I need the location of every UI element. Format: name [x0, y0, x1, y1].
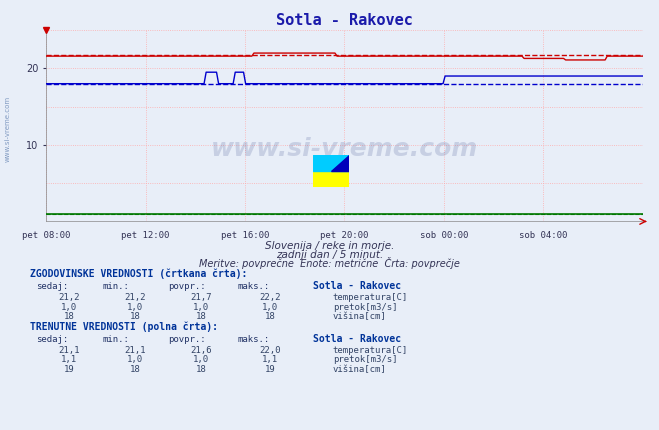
- Text: 21,7: 21,7: [190, 293, 212, 302]
- Text: 1,0: 1,0: [127, 303, 143, 312]
- Text: 18: 18: [130, 313, 140, 322]
- Text: 1,0: 1,0: [193, 356, 209, 365]
- Text: sedaj:: sedaj:: [36, 282, 69, 291]
- Text: 18: 18: [64, 313, 74, 322]
- Text: maks.:: maks.:: [237, 282, 270, 291]
- Text: temperatura[C]: temperatura[C]: [333, 293, 408, 302]
- Text: 18: 18: [196, 366, 206, 375]
- Text: min.:: min.:: [102, 282, 129, 291]
- Text: 1,0: 1,0: [262, 303, 278, 312]
- Text: Sotla - Rakovec: Sotla - Rakovec: [313, 281, 401, 291]
- Text: 18: 18: [265, 313, 275, 322]
- Text: 21,6: 21,6: [190, 346, 212, 355]
- Text: pet 16:00: pet 16:00: [221, 231, 269, 240]
- Text: 22,2: 22,2: [260, 293, 281, 302]
- Text: Meritve: povprečne  Enote: metrične  Črta: povprečje: Meritve: povprečne Enote: metrične Črta:…: [199, 258, 460, 270]
- Text: sob 00:00: sob 00:00: [420, 231, 468, 240]
- Text: 1,0: 1,0: [61, 303, 77, 312]
- Text: pet 12:00: pet 12:00: [121, 231, 170, 240]
- Text: pretok[m3/s]: pretok[m3/s]: [333, 303, 397, 312]
- Text: višina[cm]: višina[cm]: [333, 313, 387, 322]
- Text: Slovenija / reke in morje.: Slovenija / reke in morje.: [265, 241, 394, 252]
- Text: povpr.:: povpr.:: [168, 282, 206, 291]
- Text: pet 20:00: pet 20:00: [320, 231, 368, 240]
- Text: Sotla - Rakovec: Sotla - Rakovec: [313, 334, 401, 344]
- Text: 18: 18: [130, 366, 140, 375]
- Polygon shape: [313, 171, 349, 187]
- Text: 19: 19: [64, 366, 74, 375]
- Text: 1,1: 1,1: [262, 356, 278, 365]
- Text: sob 04:00: sob 04:00: [519, 231, 567, 240]
- Text: zadnji dan / 5 minut.: zadnji dan / 5 minut.: [276, 250, 383, 260]
- Text: 18: 18: [196, 313, 206, 322]
- Text: 1,1: 1,1: [61, 356, 77, 365]
- Text: 21,1: 21,1: [59, 346, 80, 355]
- Text: 21,2: 21,2: [125, 293, 146, 302]
- Text: povpr.:: povpr.:: [168, 335, 206, 344]
- Title: Sotla - Rakovec: Sotla - Rakovec: [276, 12, 413, 28]
- Text: maks.:: maks.:: [237, 335, 270, 344]
- Text: pet 08:00: pet 08:00: [22, 231, 71, 240]
- Text: 21,1: 21,1: [125, 346, 146, 355]
- Text: min.:: min.:: [102, 335, 129, 344]
- Text: temperatura[C]: temperatura[C]: [333, 346, 408, 355]
- Polygon shape: [313, 155, 349, 171]
- Polygon shape: [331, 155, 349, 171]
- Text: ZGODOVINSKE VREDNOSTI (črtkana črta):: ZGODOVINSKE VREDNOSTI (črtkana črta):: [30, 269, 247, 280]
- Text: 19: 19: [265, 366, 275, 375]
- Text: sedaj:: sedaj:: [36, 335, 69, 344]
- Text: 1,0: 1,0: [127, 356, 143, 365]
- Text: višina[cm]: višina[cm]: [333, 366, 387, 375]
- Text: 1,0: 1,0: [193, 303, 209, 312]
- Text: 21,2: 21,2: [59, 293, 80, 302]
- Text: 22,0: 22,0: [260, 346, 281, 355]
- Text: www.si-vreme.com: www.si-vreme.com: [211, 137, 478, 161]
- Text: TRENUTNE VREDNOSTI (polna črta):: TRENUTNE VREDNOSTI (polna črta):: [30, 322, 217, 332]
- Text: pretok[m3/s]: pretok[m3/s]: [333, 356, 397, 365]
- Text: www.si-vreme.com: www.si-vreme.com: [5, 96, 11, 162]
